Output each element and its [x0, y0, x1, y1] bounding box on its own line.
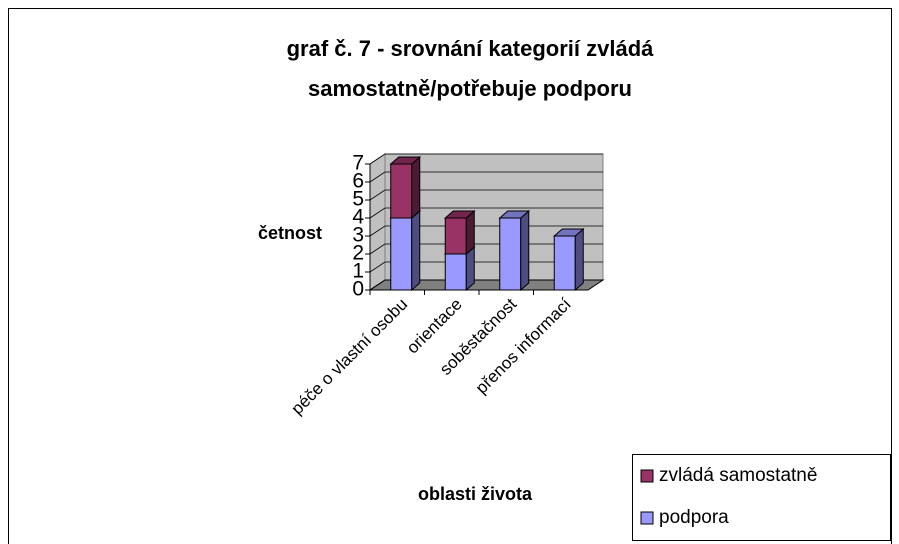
y-tick-label: 4 [352, 206, 364, 229]
grid-line [369, 261, 603, 273]
grid-line [369, 225, 603, 237]
side-wall [369, 153, 386, 291]
bar-top [389, 156, 422, 165]
bar-side [411, 209, 421, 292]
legend-swatch [640, 511, 654, 525]
bar-top [443, 210, 476, 219]
y-tick-label: 3 [352, 224, 364, 247]
legend-swatch [640, 469, 654, 483]
bar-front [444, 253, 467, 291]
bar-segment [389, 209, 422, 292]
bar-segment [443, 209, 476, 256]
grid-line [369, 279, 603, 291]
bar-front [553, 235, 576, 291]
chart-title: samostatně/potřebuje podporu [308, 76, 632, 101]
y-tick-label: 5 [352, 188, 364, 211]
bar-front [499, 217, 522, 291]
bar-front [390, 163, 413, 219]
bar-segment [552, 227, 585, 292]
bar-side [574, 227, 584, 292]
grid-line [369, 171, 603, 183]
y-tick-label: 2 [352, 242, 364, 265]
y-tick-label: 1 [352, 260, 364, 283]
legend [632, 454, 891, 541]
bar-side [520, 209, 530, 292]
grid-line [369, 153, 603, 165]
grid-line [369, 207, 603, 219]
bar-front [444, 217, 467, 255]
grid-line [369, 189, 603, 201]
legend-label: podpora [659, 507, 729, 528]
bar-segment [389, 155, 422, 220]
y-tick-label: 6 [352, 170, 364, 193]
grid-line [369, 243, 603, 255]
y-tick-label: 7 [352, 152, 364, 175]
bar-segment [498, 209, 531, 292]
legend-label: zvládá samostatně [659, 465, 817, 486]
bar-top [552, 228, 585, 237]
bar-top [498, 210, 531, 219]
bar-side [411, 155, 421, 220]
x-axis-label: oblasti života [418, 484, 533, 504]
bar-front [390, 217, 413, 291]
y-axis-label: četnost [258, 223, 322, 243]
y-tick-label: 0 [352, 278, 364, 301]
chart-title: graf č. 7 - srovnání kategorií zvládá [287, 36, 655, 61]
